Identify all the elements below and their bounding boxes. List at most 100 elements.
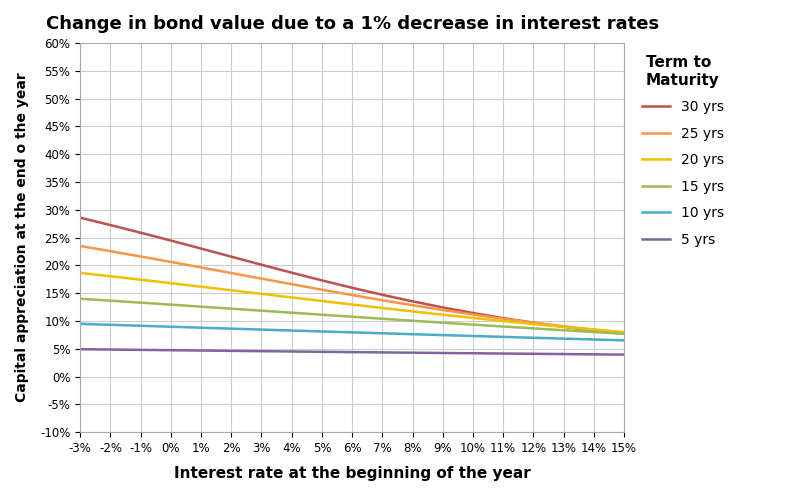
15 yrs [408, 318, 418, 324]
10 yrs [378, 330, 387, 336]
30 yrs [589, 327, 598, 333]
25 yrs [196, 264, 206, 270]
30 yrs [75, 215, 85, 221]
30 yrs [347, 285, 357, 291]
10 yrs [317, 328, 326, 334]
30 yrs [378, 292, 387, 298]
5 yrs [166, 347, 176, 353]
25 yrs [226, 270, 236, 276]
20 yrs [408, 309, 418, 314]
20 yrs [498, 318, 508, 324]
30 yrs [136, 230, 146, 236]
10 yrs [136, 323, 146, 329]
10 yrs [226, 326, 236, 332]
25 yrs [317, 287, 326, 293]
25 yrs [408, 302, 418, 308]
5 yrs [136, 347, 146, 353]
15 yrs [589, 329, 598, 335]
25 yrs [75, 243, 85, 249]
25 yrs [347, 292, 357, 298]
Line: 25 yrs: 25 yrs [80, 246, 624, 333]
5 yrs [589, 351, 598, 357]
25 yrs [166, 259, 176, 265]
30 yrs [257, 262, 266, 268]
15 yrs [136, 300, 146, 306]
10 yrs [106, 322, 115, 328]
10 yrs [589, 336, 598, 342]
25 yrs [438, 307, 447, 313]
20 yrs [347, 302, 357, 308]
15 yrs [558, 327, 568, 333]
30 yrs [619, 331, 629, 337]
25 yrs [498, 316, 508, 322]
20 yrs [257, 291, 266, 297]
15 yrs [226, 306, 236, 311]
Y-axis label: Capital appreciation at the end o the year: Capital appreciation at the end o the ye… [15, 72, 29, 402]
20 yrs [287, 295, 297, 301]
20 yrs [619, 329, 629, 335]
10 yrs [257, 326, 266, 332]
30 yrs [166, 238, 176, 244]
25 yrs [287, 281, 297, 287]
5 yrs [196, 348, 206, 354]
30 yrs [408, 299, 418, 305]
10 yrs [468, 333, 478, 339]
30 yrs [287, 270, 297, 276]
5 yrs [257, 348, 266, 354]
20 yrs [226, 287, 236, 293]
25 yrs [589, 327, 598, 333]
25 yrs [106, 248, 115, 254]
5 yrs [226, 348, 236, 354]
10 yrs [438, 332, 447, 338]
10 yrs [75, 321, 85, 327]
25 yrs [378, 297, 387, 303]
30 yrs [196, 246, 206, 251]
15 yrs [106, 298, 115, 304]
Line: 5 yrs: 5 yrs [80, 349, 624, 355]
15 yrs [75, 296, 85, 302]
15 yrs [166, 302, 176, 308]
25 yrs [468, 311, 478, 317]
Line: 30 yrs: 30 yrs [80, 218, 624, 334]
10 yrs [347, 329, 357, 335]
X-axis label: Interest rate at the beginning of the year: Interest rate at the beginning of the ye… [174, 466, 530, 481]
20 yrs [468, 315, 478, 321]
25 yrs [257, 276, 266, 282]
10 yrs [166, 324, 176, 330]
30 yrs [438, 305, 447, 310]
25 yrs [558, 323, 568, 329]
Line: 20 yrs: 20 yrs [80, 273, 624, 332]
20 yrs [106, 273, 115, 279]
5 yrs [558, 351, 568, 357]
15 yrs [619, 331, 629, 337]
15 yrs [378, 316, 387, 322]
10 yrs [529, 335, 538, 341]
30 yrs [106, 222, 115, 228]
5 yrs [438, 350, 447, 356]
15 yrs [498, 323, 508, 329]
30 yrs [468, 310, 478, 316]
5 yrs [378, 349, 387, 355]
10 yrs [558, 336, 568, 342]
10 yrs [287, 327, 297, 333]
15 yrs [468, 321, 478, 327]
30 yrs [498, 315, 508, 321]
5 yrs [317, 349, 326, 355]
15 yrs [317, 312, 326, 318]
30 yrs [558, 324, 568, 330]
10 yrs [408, 331, 418, 337]
5 yrs [347, 349, 357, 355]
10 yrs [619, 337, 629, 343]
15 yrs [347, 314, 357, 320]
15 yrs [529, 325, 538, 331]
10 yrs [498, 334, 508, 340]
Legend: 30 yrs, 25 yrs, 20 yrs, 15 yrs, 10 yrs, 5 yrs: 30 yrs, 25 yrs, 20 yrs, 15 yrs, 10 yrs, … [636, 50, 730, 252]
20 yrs [438, 312, 447, 318]
20 yrs [558, 324, 568, 330]
20 yrs [378, 305, 387, 311]
15 yrs [438, 320, 447, 326]
25 yrs [136, 253, 146, 259]
5 yrs [106, 347, 115, 353]
15 yrs [257, 308, 266, 313]
20 yrs [196, 284, 206, 290]
